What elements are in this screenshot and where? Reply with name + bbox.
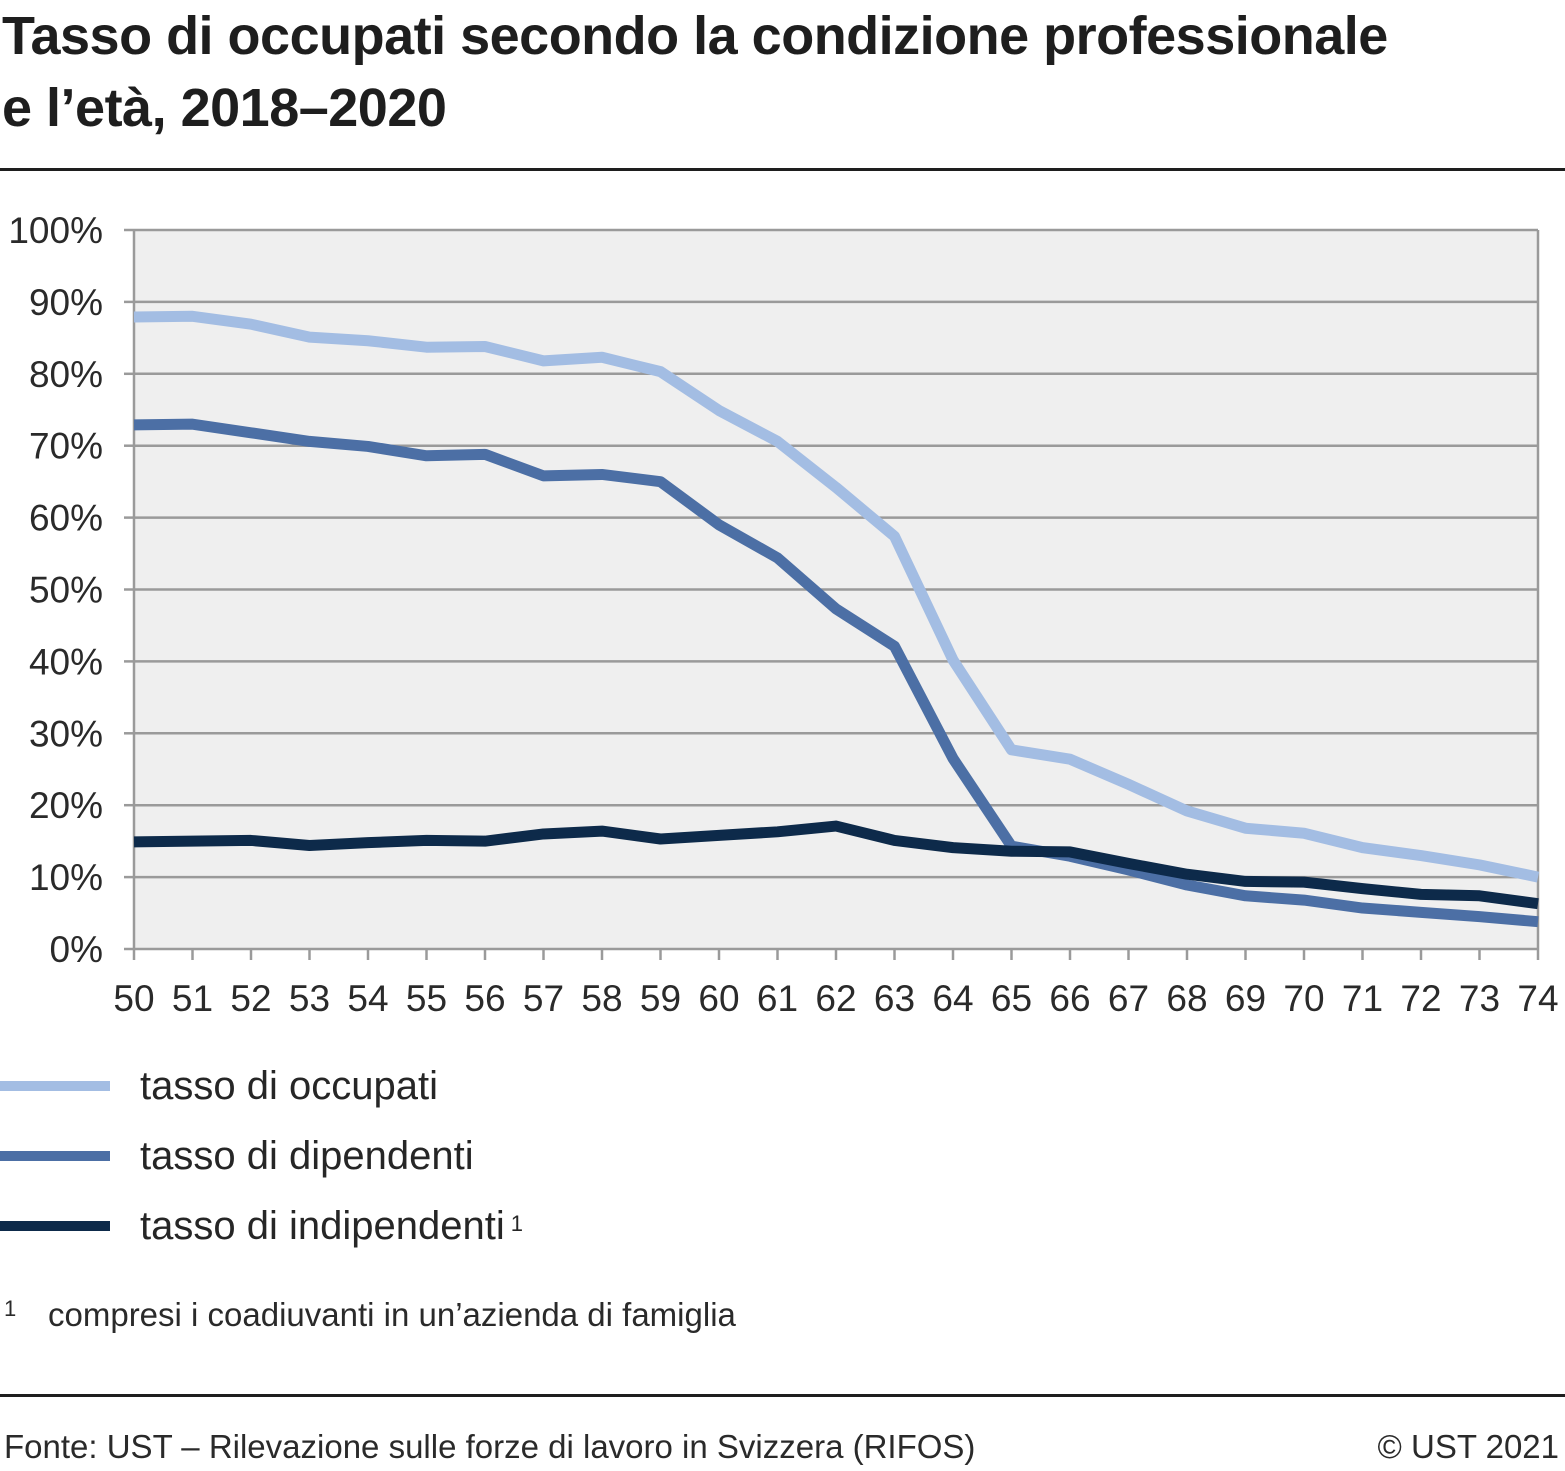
x-tick-label-3: 53: [289, 978, 330, 1019]
chart-title-line-1: Tasso di occupati secondo la condizione …: [2, 6, 1388, 66]
legend-label-indipendenti: tasso di indipendenti: [140, 1204, 505, 1248]
bottom-divider: [0, 1394, 1565, 1397]
x-tick-label-20: 70: [1283, 978, 1324, 1019]
y-tick-label-7: 70%: [29, 426, 103, 467]
legend-swatch-occupati: [0, 1081, 110, 1091]
x-tick-label-17: 67: [1108, 978, 1149, 1019]
x-tick-label-12: 62: [815, 978, 856, 1019]
footnote-mark: 1: [4, 1296, 17, 1321]
x-tick-label-0: 50: [113, 978, 154, 1019]
legend-item-occupati: tasso di occupati: [0, 1052, 800, 1112]
x-tick-label-6: 56: [464, 978, 505, 1019]
y-tick-label-8: 80%: [29, 354, 103, 395]
y-axis-ticks: 0% 10% 20% 30% 40% 50% 60% 70% 80% 90% 100%: [8, 210, 134, 970]
x-tick-label-5: 55: [406, 978, 447, 1019]
footnote: 1 compresi i coadiuvanti in un’azienda di…: [4, 1296, 736, 1334]
legend-swatch-dipendenti: [0, 1151, 110, 1161]
x-tick-label-4: 54: [347, 978, 388, 1019]
legend-label-occupati: tasso di occupati: [140, 1064, 438, 1108]
y-tick-label-5: 50%: [29, 570, 103, 611]
x-tick-label-21: 71: [1342, 978, 1383, 1019]
line-chart: 0% 10% 20% 30% 40% 50% 60% 70% 80% 90% 100% 50 51 52…: [8, 210, 1559, 1019]
x-tick-label-8: 58: [581, 978, 622, 1019]
x-tick-label-7: 57: [523, 978, 564, 1019]
y-tick-label-4: 40%: [29, 641, 103, 682]
y-tick-label-9: 90%: [29, 282, 103, 323]
series-lines: [133, 310, 1540, 928]
copyright: © UST 2021: [1377, 1428, 1559, 1465]
x-tick-label-24: 74: [1517, 978, 1558, 1019]
footnote-text: compresi i coadiuvanti in un’azienda di …: [48, 1296, 736, 1333]
series-line-1: [133, 310, 1540, 883]
series-line-3: [133, 820, 1539, 910]
legend-item-dipendenti: tasso di dipendenti: [0, 1122, 800, 1182]
legend-footnote-mark: 1: [510, 1211, 523, 1236]
x-tick-label-22: 72: [1400, 978, 1441, 1019]
x-tick-label-11: 61: [757, 978, 798, 1019]
x-axis-ticks: 50 51 52 53 54 55 56 57 58 59 60 61 62 63 64 65 66 67 68 69…: [113, 949, 1559, 1019]
x-tick-label-1: 51: [172, 978, 213, 1019]
y-tick-label-2: 20%: [29, 785, 103, 826]
x-tick-label-2: 52: [230, 978, 271, 1019]
y-tick-label-10: 100%: [8, 210, 103, 251]
chart-title-line-2: e l’età, 2018–2020: [2, 78, 447, 138]
chart-title: Tasso di occupati secondo la condizione …: [2, 0, 1557, 144]
y-tick-label-0: 0%: [50, 929, 103, 970]
x-tick-label-19: 69: [1225, 978, 1266, 1019]
legend-item-indipendenti: tasso di indipendenti 1: [0, 1192, 800, 1252]
x-tick-label-15: 65: [991, 978, 1032, 1019]
y-tick-label-6: 60%: [29, 498, 103, 539]
x-tick-label-18: 68: [1166, 978, 1207, 1019]
source-note: Fonte: UST – Rilevazione sulle forze di …: [4, 1428, 976, 1465]
x-tick-label-14: 64: [932, 978, 973, 1019]
top-divider: [0, 168, 1565, 171]
legend-swatch-indipendenti: [0, 1221, 110, 1231]
x-tick-label-10: 60: [698, 978, 739, 1019]
y-tick-label-1: 10%: [29, 857, 103, 898]
legend-label-dipendenti: tasso di dipendenti: [140, 1134, 474, 1178]
series-line-2: [133, 418, 1539, 928]
x-tick-label-23: 73: [1459, 978, 1500, 1019]
x-tick-label-16: 66: [1049, 978, 1090, 1019]
y-tick-label-3: 30%: [29, 713, 103, 754]
x-tick-label-9: 59: [640, 978, 681, 1019]
x-tick-label-13: 63: [874, 978, 915, 1019]
